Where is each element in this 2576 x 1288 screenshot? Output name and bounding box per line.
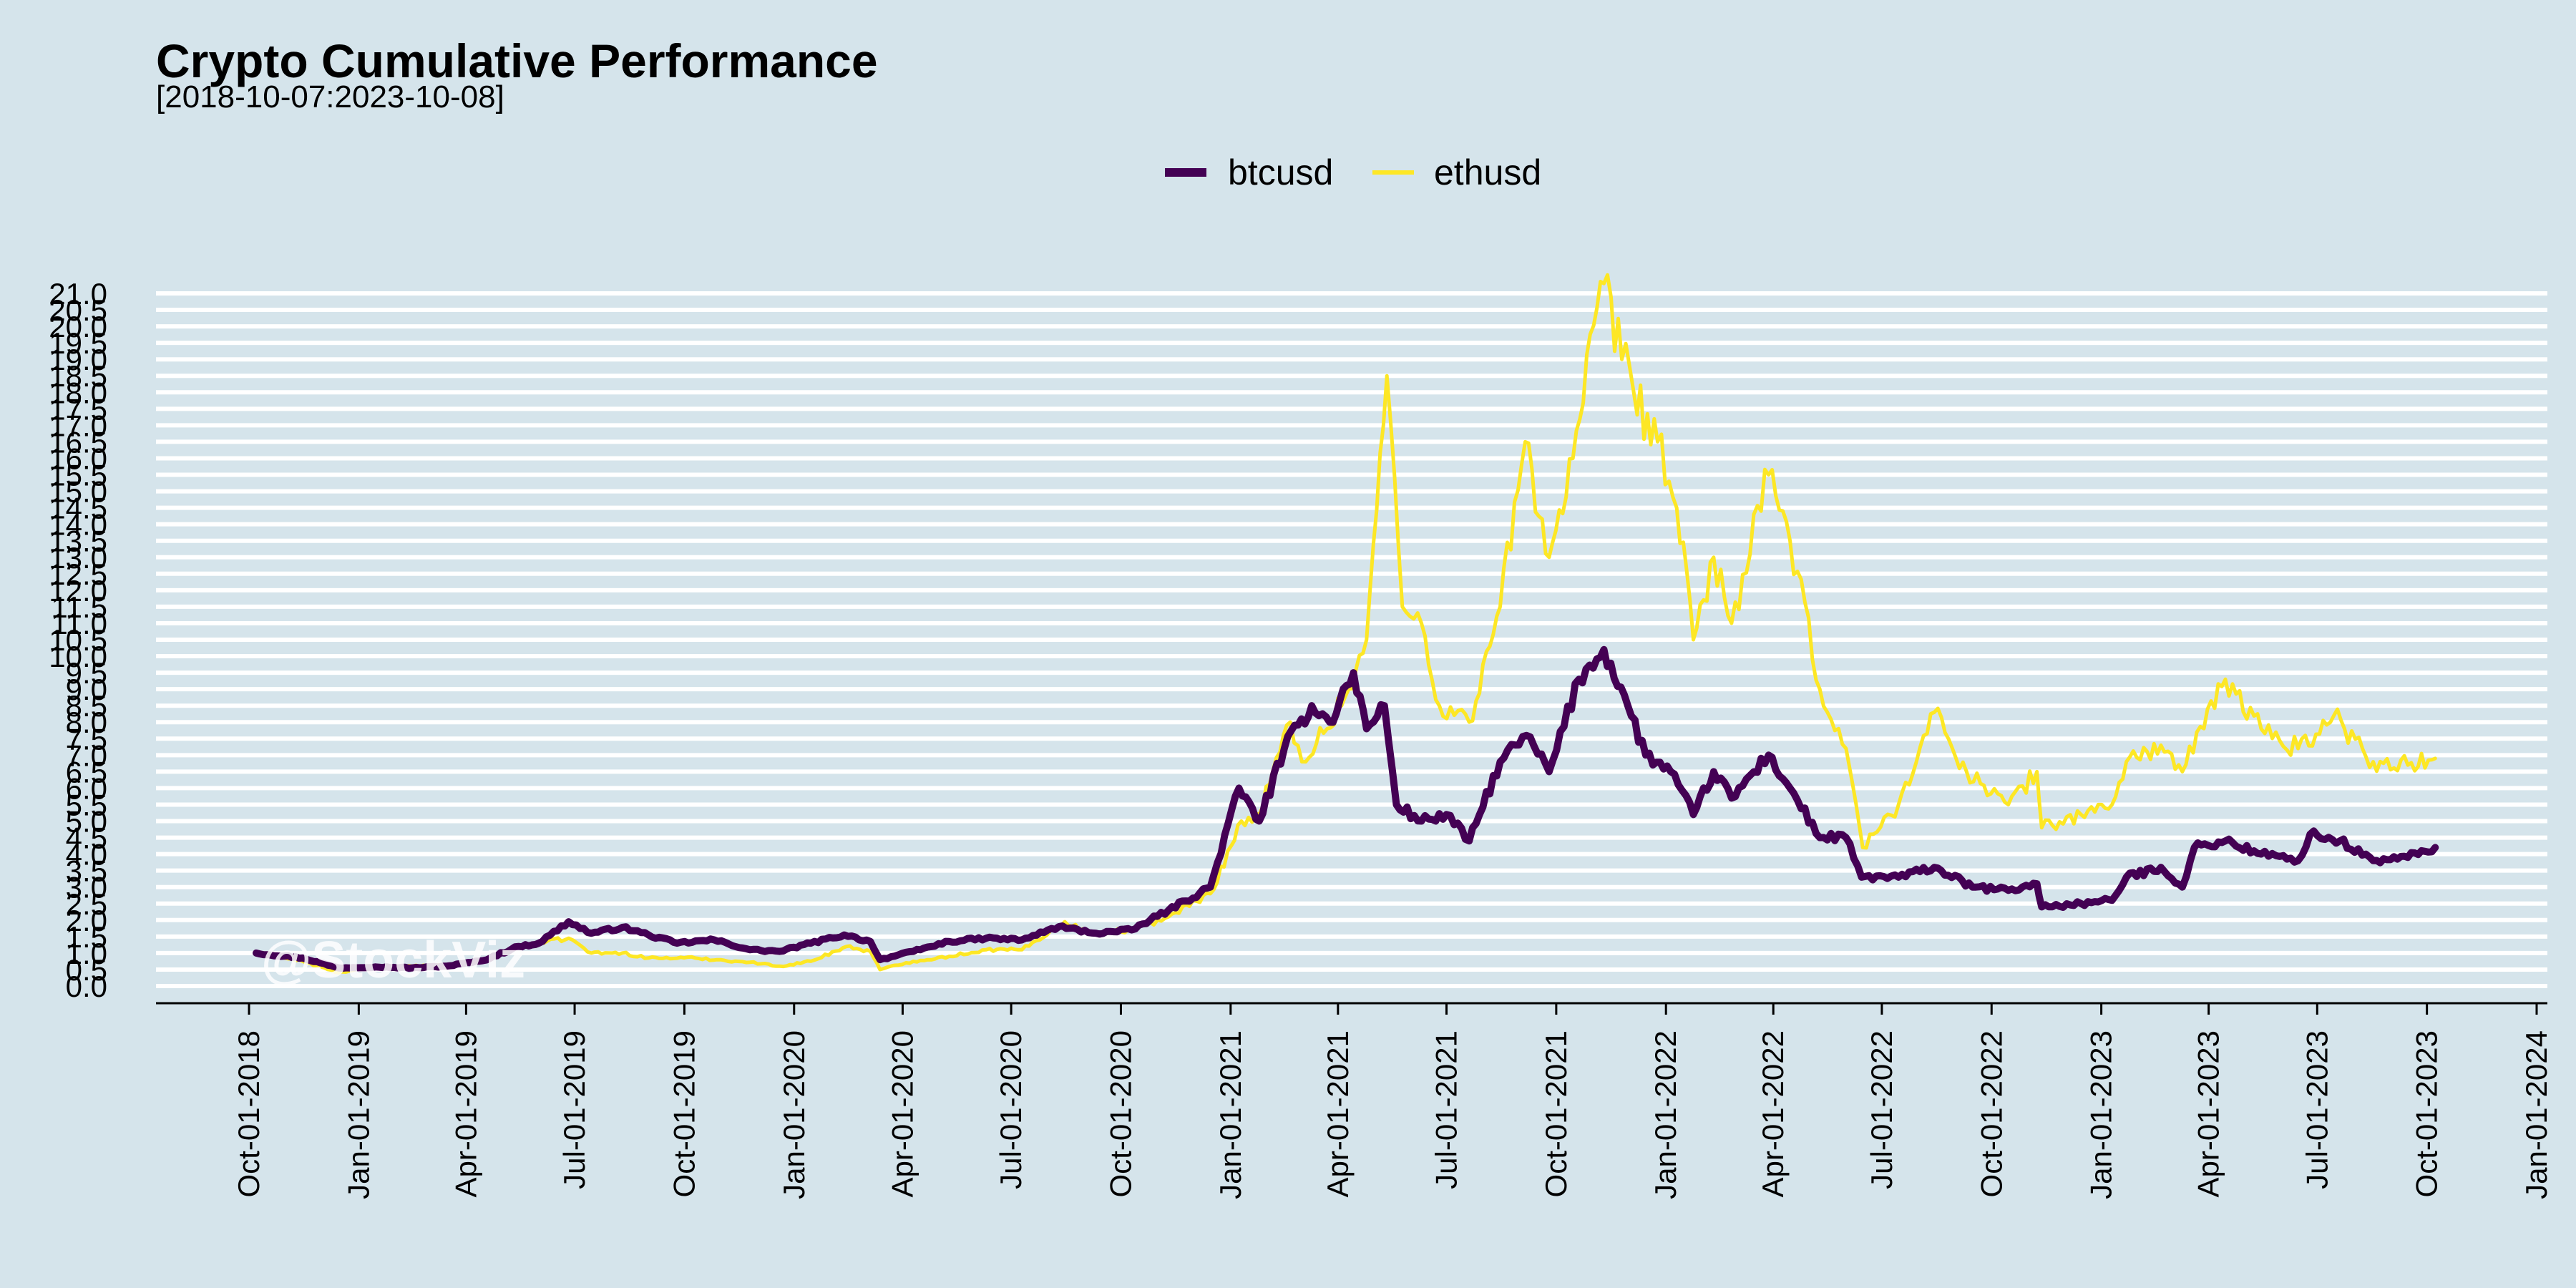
y-tick-label: 14.0	[49, 508, 107, 542]
x-tick-label: Apr-01-2019	[449, 1030, 482, 1197]
y-tick-label: 18.5	[49, 359, 107, 393]
y-axis-tick-labels: 0.00.51.01.52.02.53.03.54.04.55.05.56.06…	[49, 277, 107, 1003]
series-lines	[253, 273, 2439, 975]
x-tick-label: Jul-01-2021	[1430, 1030, 1463, 1189]
x-tick-label: Apr-01-2021	[1321, 1030, 1355, 1197]
y-tick-label: 10.5	[49, 623, 107, 657]
x-tick-label: Jul-01-2023	[2300, 1030, 2333, 1189]
y-tick-label: 4.5	[66, 821, 107, 855]
x-tick-label: Oct-01-2020	[1103, 1030, 1137, 1197]
y-tick-label: 11.0	[51, 607, 107, 640]
y-tick-label: 16.0	[49, 441, 107, 475]
x-tick-label: Oct-01-2023	[2410, 1030, 2444, 1197]
y-tick-label: 1.5	[66, 920, 107, 954]
y-tick-label: 11.5	[51, 590, 107, 624]
y-tick-label: 9.0	[66, 673, 107, 706]
y-tick-label: 12.0	[49, 574, 107, 608]
y-tick-label: 6.0	[66, 771, 107, 805]
y-tick-label: 8.0	[66, 706, 107, 739]
x-tick-label: Jan-01-2024	[2519, 1030, 2553, 1199]
y-tick-label: 18.0	[49, 376, 107, 409]
y-tick-label: 19.0	[49, 343, 107, 376]
x-tick-label: Apr-01-2022	[1756, 1030, 1790, 1197]
chart-title: Crypto Cumulative Performance	[156, 34, 878, 87]
y-tick-label: 16.5	[49, 425, 107, 459]
y-tick-label: 20.0	[49, 310, 107, 343]
y-tick-label: 4.0	[66, 838, 107, 872]
y-tick-label: 19.5	[49, 326, 107, 360]
x-tick-label: Jul-01-2019	[557, 1030, 591, 1189]
y-tick-label: 17.0	[49, 409, 107, 442]
y-tick-label: 0.0	[66, 970, 107, 1003]
y-tick-label: 20.5	[49, 293, 107, 327]
series-line-ethusd	[254, 273, 2437, 975]
x-tick-label: Apr-01-2023	[2192, 1030, 2225, 1197]
x-tick-label: Oct-01-2019	[667, 1030, 701, 1197]
x-tick-label: Oct-01-2018	[232, 1030, 265, 1197]
grid-lines	[156, 291, 2547, 988]
y-tick-label: 15.0	[49, 475, 107, 509]
y-tick-label: 8.5	[66, 689, 107, 723]
y-tick-label: 17.5	[49, 392, 107, 426]
y-tick-label: 10.0	[49, 640, 107, 673]
x-tick-label: Jan-01-2023	[2084, 1030, 2118, 1199]
y-tick-label: 21.0	[49, 277, 107, 311]
x-tick-label: Apr-01-2020	[885, 1030, 919, 1197]
x-tick-label: Jul-01-2022	[1865, 1030, 1898, 1189]
chart-subtitle: [2018-10-07:2023-10-08]	[156, 79, 504, 114]
y-tick-label: 2.0	[66, 904, 107, 937]
y-tick-label: 0.5	[66, 953, 107, 987]
legend-label-ethusd: ethusd	[1434, 152, 1541, 192]
y-tick-label: 5.5	[66, 788, 107, 821]
legend: btcusd ethusd	[1165, 152, 1541, 192]
y-tick-label: 7.0	[66, 738, 107, 772]
x-tick-label: Jan-01-2020	[777, 1030, 811, 1199]
x-tick-label: Jul-01-2020	[994, 1030, 1028, 1189]
x-tick-label: Jan-01-2021	[1214, 1030, 1247, 1199]
y-tick-label: 13.5	[49, 525, 107, 558]
y-tick-label: 3.0	[66, 871, 107, 904]
x-tick-label: Oct-01-2022	[1974, 1030, 2008, 1197]
y-tick-label: 7.5	[66, 722, 107, 756]
y-tick-label: 13.0	[49, 541, 107, 575]
x-tick-label: Oct-01-2021	[1539, 1030, 1573, 1197]
x-tick-label: Jan-01-2019	[341, 1030, 375, 1199]
legend-label-btcusd: btcusd	[1228, 152, 1333, 192]
y-tick-label: 12.5	[49, 557, 107, 591]
x-tick-label: Jan-01-2022	[1649, 1030, 1682, 1199]
watermark: @StockViz	[261, 932, 525, 989]
y-tick-label: 14.5	[49, 492, 107, 525]
y-tick-label: 6.5	[66, 755, 107, 789]
y-tick-label: 9.5	[66, 656, 107, 690]
y-tick-label: 2.5	[66, 887, 107, 921]
y-tick-label: 3.5	[66, 854, 107, 888]
y-tick-label: 5.0	[66, 805, 107, 839]
y-tick-label: 15.5	[49, 459, 107, 492]
series-line-btcusd	[253, 645, 2439, 972]
x-axis-ticks: Oct-01-2018 Jan-01-2019 Apr-01-2019 Jul-01-…	[232, 1003, 2553, 1199]
y-tick-label: 1.0	[66, 937, 107, 970]
